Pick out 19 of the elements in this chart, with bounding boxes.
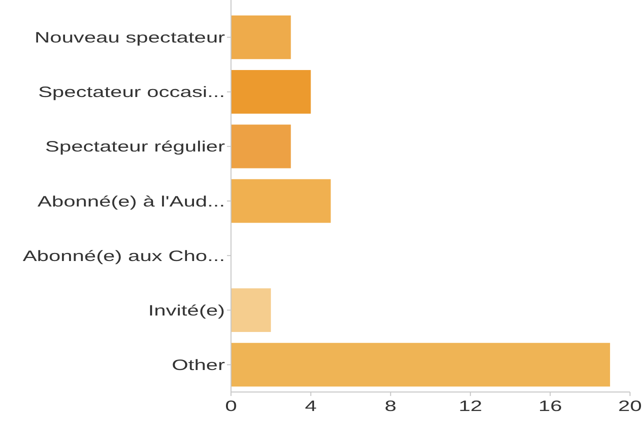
y-tick-label: Nouveau spectateur (34, 28, 225, 46)
x-tick-label: 8 (384, 397, 397, 414)
y-tick-label: Spectateur régulier (45, 138, 225, 155)
bar (231, 179, 331, 223)
y-tick-label: Abonné(e) à l'Aud... (38, 192, 225, 210)
bar (231, 124, 291, 168)
x-tick-label: 12 (458, 397, 482, 414)
x-tick-label: 20 (618, 397, 642, 414)
x-tick-label: 16 (538, 397, 562, 414)
bar (231, 342, 610, 387)
x-tick-label: 0 (225, 397, 237, 414)
x-tick-label: 4 (304, 397, 317, 414)
y-tick-label: Spectateur occasi... (38, 83, 225, 100)
bar (231, 70, 311, 114)
y-tick-label: Invité(e) (148, 302, 225, 319)
bar (231, 15, 291, 60)
y-tick-label: Abonné(e) aux Cho... (22, 246, 225, 264)
y-tick-label: Other (172, 356, 225, 374)
bar (231, 288, 271, 332)
